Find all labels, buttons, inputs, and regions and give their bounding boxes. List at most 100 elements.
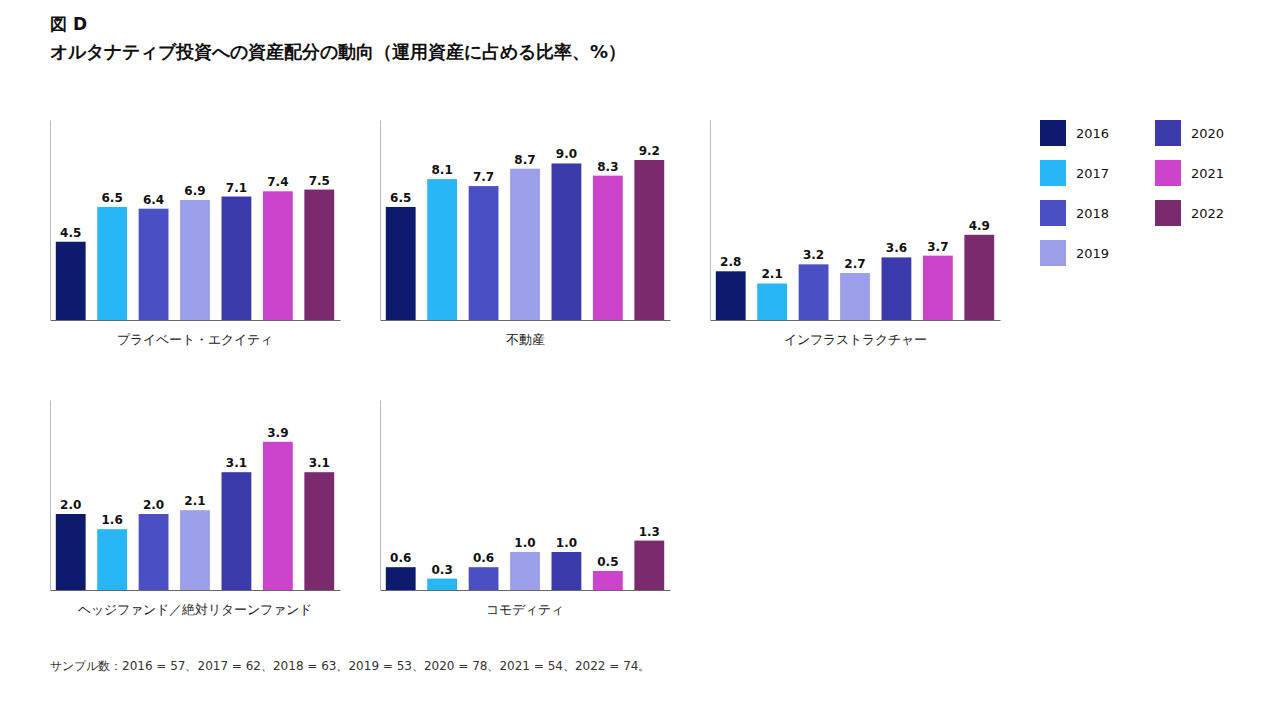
legend-label: 2022 xyxy=(1191,206,1224,221)
x-axis-title: ヘッジファンド／絶対リターンファンド xyxy=(78,602,312,617)
data-label: 9.2 xyxy=(639,144,660,158)
panel: 0.60.30.61.01.00.51.3コモディティ xyxy=(381,401,671,618)
bars xyxy=(56,442,334,590)
panel: 2.82.13.22.73.63.74.9インフラストラクチャー xyxy=(711,121,1001,348)
bar xyxy=(304,472,334,590)
x-axis-line xyxy=(381,590,671,591)
panel: 2.01.62.02.13.13.93.1ヘッジファンド／絶対リターンファンド xyxy=(51,401,341,618)
chart-root: 図 Dオルタナティブ投資への資産配分の動向（運用資産に占める比率、%）4.56.… xyxy=(0,0,1280,720)
bar xyxy=(139,514,169,590)
x-axis-title: インフラストラクチャー xyxy=(784,332,927,347)
bar xyxy=(469,567,499,590)
legend-label: 2016 xyxy=(1076,126,1109,141)
data-labels: 2.01.62.02.13.13.93.1 xyxy=(60,426,330,527)
x-axis-line xyxy=(711,320,1001,321)
legend: 2016 2017 2018 2019 2020 2021 2022 xyxy=(1040,120,1224,266)
data-label: 3.2 xyxy=(803,248,824,262)
legend-label: 2017 xyxy=(1076,166,1109,181)
y-axis-line xyxy=(50,121,51,321)
bar xyxy=(634,541,664,590)
footnote: サンプル数：2016 = 57、2017 = 62、2018 = 63、2019… xyxy=(50,659,650,673)
legend-item: 2021 xyxy=(1155,160,1224,186)
y-axis xyxy=(50,401,51,591)
x-axis-title: 不動産 xyxy=(506,332,545,347)
bar xyxy=(304,190,334,320)
legend-item: 2019 xyxy=(1040,240,1109,266)
bar xyxy=(552,552,582,590)
legend-swatch xyxy=(1155,160,1181,186)
bar xyxy=(552,163,582,320)
data-label: 3.1 xyxy=(309,456,330,470)
data-label: 4.9 xyxy=(969,219,990,233)
bar xyxy=(469,186,499,320)
data-label: 8.3 xyxy=(597,160,618,174)
data-label: 3.9 xyxy=(267,426,288,440)
x-axis-title: プライベート・エクイティ xyxy=(117,332,273,347)
legend-label: 2021 xyxy=(1191,166,1224,181)
legend-label: 2019 xyxy=(1076,246,1109,261)
data-label: 7.5 xyxy=(309,174,330,188)
bar xyxy=(593,571,623,590)
data-labels: 2.82.13.22.73.63.74.9 xyxy=(720,219,990,282)
legend-swatch xyxy=(1155,200,1181,226)
data-labels: 6.58.17.78.79.08.39.2 xyxy=(390,144,660,205)
data-label: 6.4 xyxy=(143,193,164,207)
data-label: 1.6 xyxy=(102,513,123,527)
data-label: 0.5 xyxy=(597,555,618,569)
data-label: 2.0 xyxy=(143,498,164,512)
legend-label: 2018 xyxy=(1076,206,1109,221)
legend-swatch xyxy=(1040,240,1066,266)
bar xyxy=(180,200,210,320)
bar xyxy=(757,283,787,320)
data-label: 0.6 xyxy=(390,551,411,565)
bar xyxy=(427,179,457,320)
data-label: 0.3 xyxy=(432,563,453,577)
x-axis xyxy=(711,320,1001,321)
data-label: 2.8 xyxy=(720,255,741,269)
data-label: 1.0 xyxy=(556,536,577,550)
bars xyxy=(386,160,664,320)
legend-label: 2020 xyxy=(1191,126,1224,141)
bar xyxy=(180,510,210,590)
data-label: 8.7 xyxy=(514,153,535,167)
data-label: 7.4 xyxy=(267,175,288,189)
data-label: 9.0 xyxy=(556,147,577,161)
bar xyxy=(427,579,457,590)
bar xyxy=(97,529,127,590)
bar xyxy=(923,256,953,320)
legend-item: 2022 xyxy=(1155,200,1224,226)
data-label: 6.5 xyxy=(390,191,411,205)
legend-item: 2016 xyxy=(1040,120,1109,146)
bar xyxy=(139,209,169,320)
bar xyxy=(510,169,540,320)
data-label: 2.1 xyxy=(762,267,783,281)
bars xyxy=(56,190,334,320)
y-axis xyxy=(380,121,381,321)
bar xyxy=(56,514,86,590)
data-label: 3.1 xyxy=(226,456,247,470)
data-labels: 0.60.30.61.01.00.51.3 xyxy=(390,525,660,577)
data-label: 6.9 xyxy=(184,184,205,198)
y-axis-line xyxy=(380,121,381,321)
data-label: 2.7 xyxy=(844,257,865,271)
data-label: 1.0 xyxy=(514,536,535,550)
y-axis-line xyxy=(380,401,381,591)
data-label: 6.5 xyxy=(102,191,123,205)
data-label: 1.3 xyxy=(639,525,660,539)
y-axis xyxy=(380,401,381,591)
data-labels: 4.56.56.46.97.17.47.5 xyxy=(60,174,330,240)
x-axis xyxy=(381,320,671,321)
bar xyxy=(510,552,540,590)
legend-swatch xyxy=(1040,120,1066,146)
data-label: 3.6 xyxy=(886,241,907,255)
subtitle: オルタナティブ投資への資産配分の動向（運用資産に占める比率、%） xyxy=(50,41,626,62)
legend-swatch xyxy=(1040,160,1066,186)
panel: 4.56.56.46.97.17.47.5プライベート・エクイティ xyxy=(51,121,341,348)
data-label: 2.1 xyxy=(184,494,205,508)
bar xyxy=(964,235,994,320)
y-axis xyxy=(710,121,711,321)
x-axis xyxy=(51,590,341,591)
y-axis-line xyxy=(50,401,51,591)
x-axis-line xyxy=(51,590,341,591)
data-label: 8.1 xyxy=(432,163,453,177)
